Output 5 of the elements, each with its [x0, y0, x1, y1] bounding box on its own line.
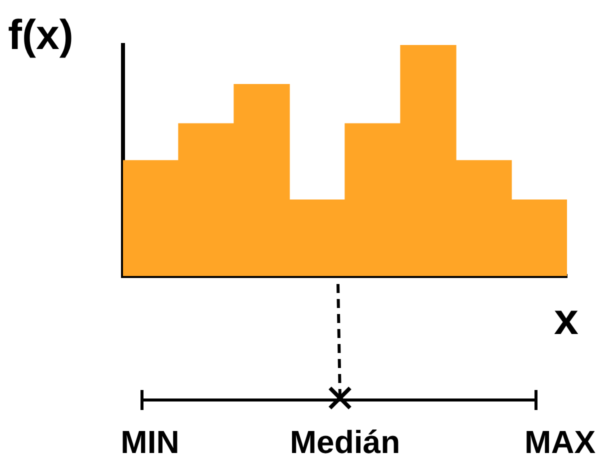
- x-axis-title: x: [554, 295, 578, 344]
- y-axis-title: f(x): [8, 11, 74, 58]
- text: MAX: [523, 424, 597, 460]
- text: MIN: [120, 424, 180, 460]
- text: Medián: [288, 424, 402, 460]
